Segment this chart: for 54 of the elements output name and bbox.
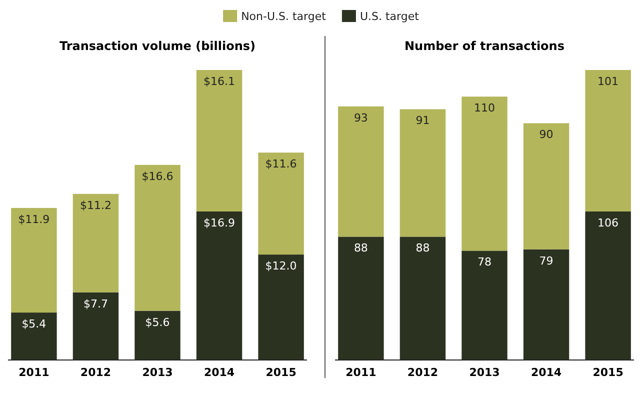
bar [196,70,242,212]
chart-title: Transaction volume (billions) [59,39,256,53]
data-label: $11.9 [18,212,50,226]
data-label: 88 [354,242,368,255]
x-tick-label: 2013 [469,366,500,380]
bar [196,211,242,360]
bar [338,106,384,237]
x-tick-label: 2014 [530,366,562,380]
bar [523,249,570,360]
bar [462,96,508,251]
data-label: 91 [416,114,430,128]
data-label: 106 [598,216,619,230]
data-label: 78 [478,256,492,269]
x-tick-label: 2014 [204,366,235,380]
data-label: 101 [598,75,619,88]
bar [400,236,446,360]
x-tick-label: 2015 [266,366,296,380]
bar [134,310,180,360]
bar [462,250,508,360]
bar [72,194,119,292]
x-tick-label: 2012 [80,366,112,380]
x-tick-label: 2012 [407,366,438,380]
bar [400,109,446,237]
bar [258,152,304,255]
legend-label: Non-U.S. target [241,10,327,23]
x-tick-label: 2015 [592,366,624,380]
data-label: $11.6 [265,158,297,171]
data-label: 88 [416,242,430,255]
bar [72,292,119,360]
data-label: $5.6 [145,316,170,329]
bar [338,236,384,360]
x-tick-label: 2011 [18,366,50,380]
x-tick-label: 2011 [346,366,376,380]
data-label: 79 [539,254,554,268]
bar [585,212,631,360]
data-label: $16.9 [204,216,236,230]
legend-label: U.S. target [360,10,420,23]
data-label: 110 [474,102,495,115]
x-tick-label: 2013 [142,366,173,380]
data-label: $11.2 [80,198,112,212]
bar [11,208,57,313]
bar [585,70,631,212]
data-label: 90 [539,128,554,142]
data-label: $16.6 [142,170,174,183]
data-label: $7.7 [83,297,108,310]
bar [258,254,304,360]
data-label: $12.0 [265,260,297,273]
chart-title: Number of transactions [404,39,564,53]
bar [134,164,180,311]
data-label: $5.4 [22,318,46,331]
bar [11,312,57,360]
bar [523,123,570,250]
data-label: 93 [354,111,368,124]
data-label: $16.1 [204,75,236,88]
